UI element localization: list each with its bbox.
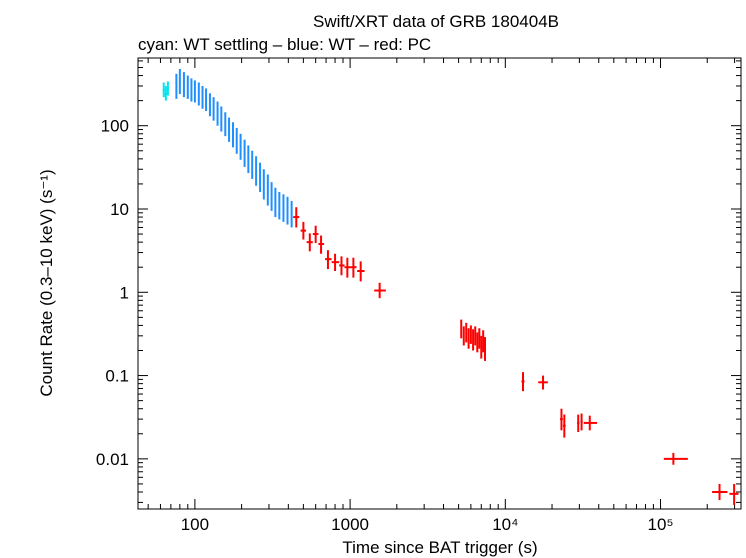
data-point — [193, 80, 196, 103]
x-tick-label: 100 — [181, 515, 209, 534]
data-point — [482, 330, 485, 353]
data-point — [182, 72, 185, 98]
data-point — [259, 162, 262, 192]
data-point — [474, 326, 477, 346]
data-point — [467, 328, 470, 349]
data-point — [476, 332, 479, 353]
axis-tick-labels: 100 1000 10⁴ 10⁵ 100 10 1 0.1 0.01 — [96, 117, 674, 534]
y-tick-label: 10 — [110, 200, 129, 219]
data-point — [559, 408, 563, 431]
y-tick-label: 100 — [101, 117, 129, 136]
plot-frame — [137, 57, 742, 510]
data-point — [197, 82, 200, 106]
data-point — [243, 139, 246, 167]
data-point — [201, 85, 204, 109]
data-point — [247, 145, 250, 174]
data-point — [164, 85, 167, 101]
data-point — [318, 235, 325, 254]
data-point — [186, 75, 189, 99]
data-point — [224, 112, 227, 137]
data-point — [583, 415, 598, 431]
data-point — [212, 97, 215, 121]
data-point — [312, 225, 319, 244]
data-point — [228, 117, 231, 142]
data-point — [162, 82, 165, 98]
data-point — [251, 150, 254, 179]
data-point — [462, 326, 465, 346]
data-point — [344, 257, 351, 278]
x-tick-label: 10⁵ — [648, 515, 674, 534]
data-point — [239, 133, 242, 160]
data-point — [216, 101, 219, 126]
data-point — [472, 329, 475, 351]
chart-title: Swift/XRT data of GRB 180404B — [313, 12, 559, 31]
x-tick-label: 1000 — [331, 515, 369, 534]
y-axis-label: Count Rate (0.3–10 keV) (s⁻¹) — [37, 169, 56, 396]
data-point — [465, 322, 468, 343]
y-tick-label: 0.1 — [105, 367, 129, 386]
data-point — [235, 127, 238, 154]
data-point — [306, 233, 313, 252]
data-point — [562, 414, 566, 438]
data-point — [350, 257, 357, 278]
y-tick-label: 1 — [120, 283, 129, 302]
data-point — [325, 250, 332, 270]
series-pc — [293, 207, 739, 505]
data-point — [729, 483, 739, 505]
data-point — [293, 207, 300, 228]
data-point — [521, 372, 525, 392]
data-point — [480, 335, 483, 359]
data-point — [205, 88, 208, 112]
data-point — [175, 73, 178, 99]
data-points — [162, 68, 739, 505]
x-tick-label: 10⁴ — [492, 515, 518, 534]
data-point — [469, 325, 472, 344]
data-point — [231, 122, 234, 148]
data-point — [300, 221, 307, 240]
chart-subtitle: cyan: WT settling – blue: WT – red: PC — [138, 35, 431, 54]
data-point — [331, 253, 340, 272]
data-point — [663, 452, 688, 465]
data-point — [580, 413, 583, 431]
data-point — [190, 78, 193, 102]
data-point — [220, 106, 223, 132]
data-point — [712, 483, 728, 501]
axis-ticks — [138, 58, 741, 509]
data-point — [577, 414, 580, 433]
data-point — [255, 156, 258, 186]
y-tick-label: 0.01 — [96, 450, 129, 469]
data-point — [178, 68, 181, 95]
x-axis-label: Time since BAT trigger (s) — [342, 538, 537, 557]
series-wt — [175, 68, 293, 228]
data-point — [357, 261, 365, 282]
data-point — [374, 282, 386, 299]
data-point — [538, 375, 548, 390]
data-point — [460, 319, 463, 339]
data-point — [208, 93, 211, 117]
data-point — [484, 337, 487, 361]
data-point — [166, 81, 169, 96]
data-point — [478, 328, 481, 349]
data-point — [339, 256, 345, 276]
series-wt-settling — [162, 81, 169, 101]
